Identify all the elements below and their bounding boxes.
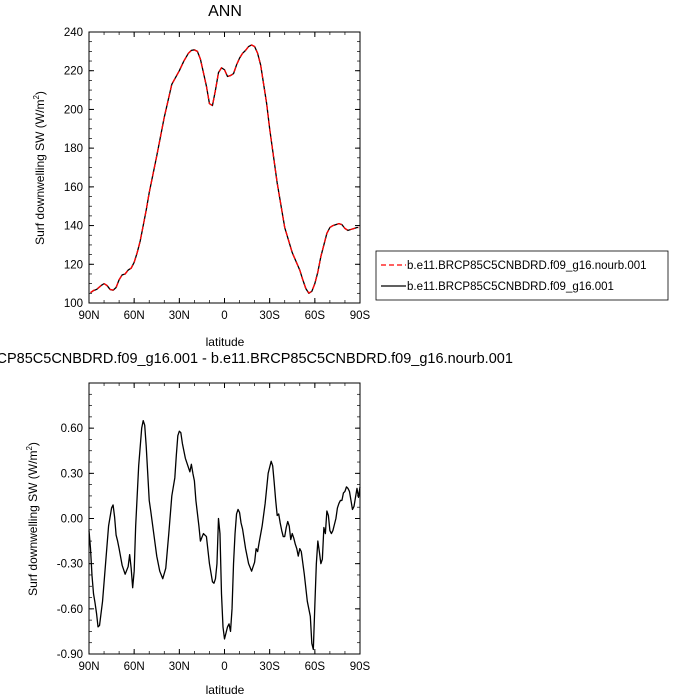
y-tick-label: -0.90 xyxy=(57,649,83,661)
y-tick-label: 200 xyxy=(64,104,83,116)
y-tick-label: 160 xyxy=(64,182,83,194)
top-panel: ANN 100 120 140 160 180 200 220 240 90N 60N 30N 0 3… xyxy=(32,3,371,349)
series-group xyxy=(88,419,361,651)
x-tick-label: 0 xyxy=(221,310,227,322)
legend-frame xyxy=(375,250,669,301)
y-tick-label: 0.00 xyxy=(61,514,83,526)
x-tick-label: 60S xyxy=(305,661,326,673)
y-tick-label: -0.60 xyxy=(57,604,83,616)
y-axis-label-superscript: 2 xyxy=(32,95,41,100)
legend-label-control: b.e11.BRCP85C5CNBDRD.f09_g16.001 xyxy=(407,281,614,293)
y-tick-label: 220 xyxy=(64,66,83,78)
y-axis-label-main: Surf downwelling SW (W/m xyxy=(26,451,40,596)
x-axis-label: latitude xyxy=(206,335,245,349)
x-tick-label: 30N xyxy=(169,661,190,673)
x-tick-label: 30N xyxy=(169,310,190,322)
x-tick-label: 60S xyxy=(305,310,326,322)
y-axis-ticks: 100 120 140 160 180 200 220 240 xyxy=(64,27,360,310)
x-tick-label: 90N xyxy=(78,310,99,322)
x-tick-label: 30S xyxy=(259,310,280,322)
x-tick-label: 60N xyxy=(124,310,145,322)
legend-label-nourb: b.e11.BRCP85C5CNBDRD.f09_g16.nourb.001 xyxy=(407,260,647,272)
x-tick-label: 90S xyxy=(350,310,371,322)
y-axis-label-end: ) xyxy=(26,442,40,446)
series-group xyxy=(90,44,359,294)
y-tick-label: 120 xyxy=(64,259,83,271)
y-axis-label-main: Surf downwelling SW (W/m xyxy=(33,100,47,245)
bottom-panel: b.e11.BRCP85C5CNBDRD.f09_g16.001 - b.e11… xyxy=(0,351,513,697)
x-axis-ticks: 90N 60N 30N 0 30S 60S 90S xyxy=(78,32,371,322)
y-axis-label: Surf downwelling SW (W/m2) xyxy=(32,91,47,245)
y-axis-ticks: -0.90 -0.60 -0.30 0.00 0.30 0.60 xyxy=(57,382,360,661)
x-axis-label: latitude xyxy=(206,683,245,697)
series-line-nourb xyxy=(90,44,359,294)
x-tick-label: 60N xyxy=(124,661,145,673)
x-tick-label: 90S xyxy=(350,661,371,673)
x-axis-ticks: 90N 60N 30N 0 30S 60S 90S xyxy=(78,383,371,673)
y-tick-label: 140 xyxy=(64,221,83,233)
y-tick-label: 0.30 xyxy=(61,468,83,480)
legend: b.e11.BRCP85C5CNBDRD.f09_g16.nourb.001 b… xyxy=(375,250,669,301)
plot-frame xyxy=(88,382,361,655)
series-line-control xyxy=(90,44,359,294)
chart-title: ANN xyxy=(208,3,242,20)
x-tick-label: 90N xyxy=(78,661,99,673)
y-axis-label-superscript: 2 xyxy=(25,446,34,451)
y-tick-label: -0.30 xyxy=(57,559,83,571)
y-tick-label: 180 xyxy=(64,143,83,155)
x-tick-label: 30S xyxy=(259,661,280,673)
y-axis-label: Surf downwelling SW (W/m2) xyxy=(25,442,40,596)
y-axis-label-end: ) xyxy=(33,91,47,95)
y-tick-label: 100 xyxy=(64,298,83,310)
y-tick-label: 0.60 xyxy=(61,423,83,435)
difference-title: b.e11.BRCP85C5CNBDRD.f09_g16.001 - b.e11… xyxy=(0,351,513,367)
x-tick-label: 0 xyxy=(221,661,227,673)
series-line-control xyxy=(88,419,361,651)
y-tick-label: 240 xyxy=(64,27,83,39)
